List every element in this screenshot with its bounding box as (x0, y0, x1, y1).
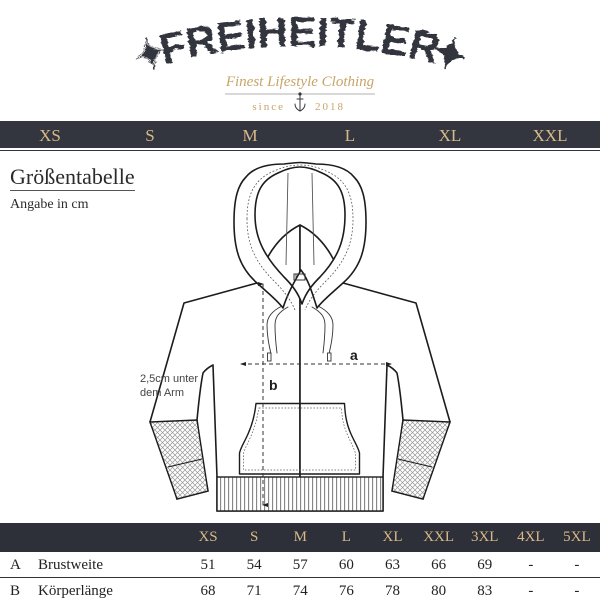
svg-text:a: a (350, 347, 358, 363)
svg-text:b: b (269, 377, 278, 393)
svg-text:2,5cm unter: 2,5cm unter (140, 373, 198, 385)
svg-text:dem Arm: dem Arm (140, 387, 184, 399)
